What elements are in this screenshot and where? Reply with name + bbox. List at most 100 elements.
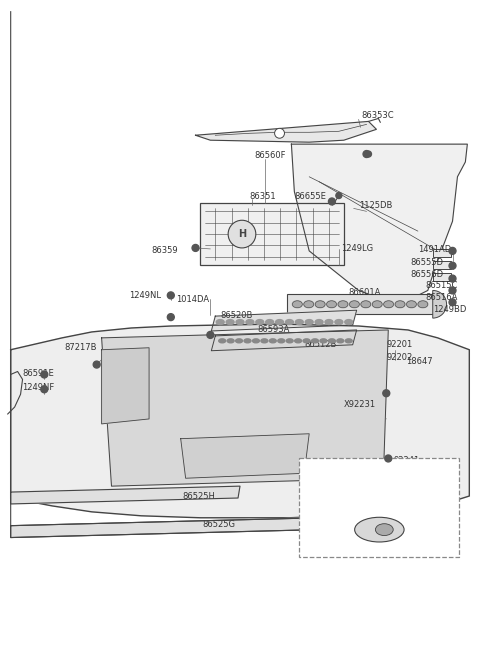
Polygon shape	[11, 486, 240, 504]
Text: 86353C: 86353C	[361, 111, 394, 120]
Ellipse shape	[286, 320, 293, 324]
Ellipse shape	[227, 339, 234, 343]
Polygon shape	[180, 434, 309, 478]
Text: 1125DB: 1125DB	[359, 201, 392, 210]
Bar	[288, 294, 433, 314]
Polygon shape	[211, 330, 357, 350]
Circle shape	[41, 371, 48, 378]
Ellipse shape	[269, 339, 276, 343]
Text: 18647: 18647	[406, 357, 432, 366]
Ellipse shape	[278, 339, 285, 343]
Ellipse shape	[276, 320, 284, 324]
Ellipse shape	[216, 320, 224, 324]
Circle shape	[449, 299, 456, 306]
Ellipse shape	[345, 320, 353, 324]
Ellipse shape	[266, 320, 274, 324]
Text: 1249BD: 1249BD	[433, 305, 466, 314]
Polygon shape	[195, 121, 376, 142]
Ellipse shape	[395, 301, 405, 308]
Bar	[433, 261, 451, 269]
Ellipse shape	[312, 339, 318, 343]
Ellipse shape	[261, 339, 268, 343]
Bar	[433, 249, 451, 257]
Text: 86359: 86359	[151, 246, 178, 255]
Text: 86520B: 86520B	[220, 310, 252, 320]
Polygon shape	[211, 310, 357, 331]
Ellipse shape	[328, 339, 336, 343]
FancyBboxPatch shape	[300, 458, 459, 557]
Text: 92201: 92201	[386, 341, 412, 349]
Text: 92241: 92241	[393, 456, 420, 465]
Ellipse shape	[303, 339, 310, 343]
Ellipse shape	[338, 301, 348, 308]
Circle shape	[449, 275, 456, 282]
Ellipse shape	[256, 320, 264, 324]
Ellipse shape	[375, 524, 393, 536]
Ellipse shape	[337, 339, 344, 343]
Ellipse shape	[226, 320, 234, 324]
Text: 87217B: 87217B	[64, 343, 96, 352]
Ellipse shape	[320, 339, 327, 343]
Text: 86593A: 86593A	[258, 326, 290, 335]
Text: X92231: X92231	[344, 400, 376, 409]
Ellipse shape	[236, 320, 244, 324]
Circle shape	[336, 193, 342, 198]
Text: 92202: 92202	[386, 353, 412, 362]
Text: 86556D: 86556D	[410, 270, 443, 279]
Text: 86513: 86513	[366, 481, 393, 491]
Ellipse shape	[355, 517, 404, 542]
Polygon shape	[102, 330, 388, 486]
Ellipse shape	[295, 320, 303, 324]
Circle shape	[228, 220, 256, 248]
Polygon shape	[11, 517, 319, 538]
Ellipse shape	[236, 339, 242, 343]
Ellipse shape	[384, 301, 394, 308]
Circle shape	[192, 244, 199, 252]
Text: 86601A: 86601A	[349, 288, 381, 297]
Ellipse shape	[244, 339, 251, 343]
Ellipse shape	[372, 301, 382, 308]
Circle shape	[275, 128, 285, 138]
Circle shape	[449, 262, 456, 269]
Ellipse shape	[407, 301, 416, 308]
Ellipse shape	[286, 339, 293, 343]
Circle shape	[41, 386, 48, 393]
Text: 1249LG: 1249LG	[341, 244, 373, 253]
Circle shape	[363, 151, 370, 157]
Ellipse shape	[325, 320, 333, 324]
Text: 1491AD: 1491AD	[418, 246, 451, 254]
Ellipse shape	[219, 339, 226, 343]
Polygon shape	[11, 324, 469, 517]
Circle shape	[449, 248, 456, 254]
Text: 86512B: 86512B	[304, 341, 336, 349]
Ellipse shape	[304, 301, 314, 308]
Circle shape	[366, 151, 372, 157]
Bar	[201, 204, 344, 265]
Circle shape	[383, 390, 390, 397]
Text: 86555D: 86555D	[410, 258, 443, 267]
Ellipse shape	[349, 301, 360, 308]
Text: 86515C: 86515C	[426, 281, 458, 290]
Ellipse shape	[418, 301, 428, 308]
Circle shape	[207, 331, 214, 339]
Circle shape	[385, 455, 392, 462]
Ellipse shape	[315, 301, 325, 308]
Circle shape	[168, 314, 174, 320]
Ellipse shape	[252, 339, 259, 343]
Text: 86560F: 86560F	[255, 151, 287, 160]
Ellipse shape	[345, 339, 352, 343]
Text: H: H	[238, 229, 246, 239]
Ellipse shape	[315, 320, 323, 324]
Text: 1249NL: 1249NL	[129, 291, 161, 300]
Text: 86516A: 86516A	[426, 293, 458, 302]
Text: 1249NF: 1249NF	[23, 383, 55, 392]
Circle shape	[328, 198, 336, 205]
Text: 1014DA: 1014DA	[176, 295, 209, 304]
Text: 86525H: 86525H	[183, 491, 216, 500]
Text: 86351: 86351	[249, 192, 276, 201]
Polygon shape	[291, 144, 468, 305]
Circle shape	[168, 292, 174, 299]
Ellipse shape	[361, 301, 371, 308]
Text: 86525G: 86525G	[203, 520, 235, 529]
Ellipse shape	[292, 301, 302, 308]
